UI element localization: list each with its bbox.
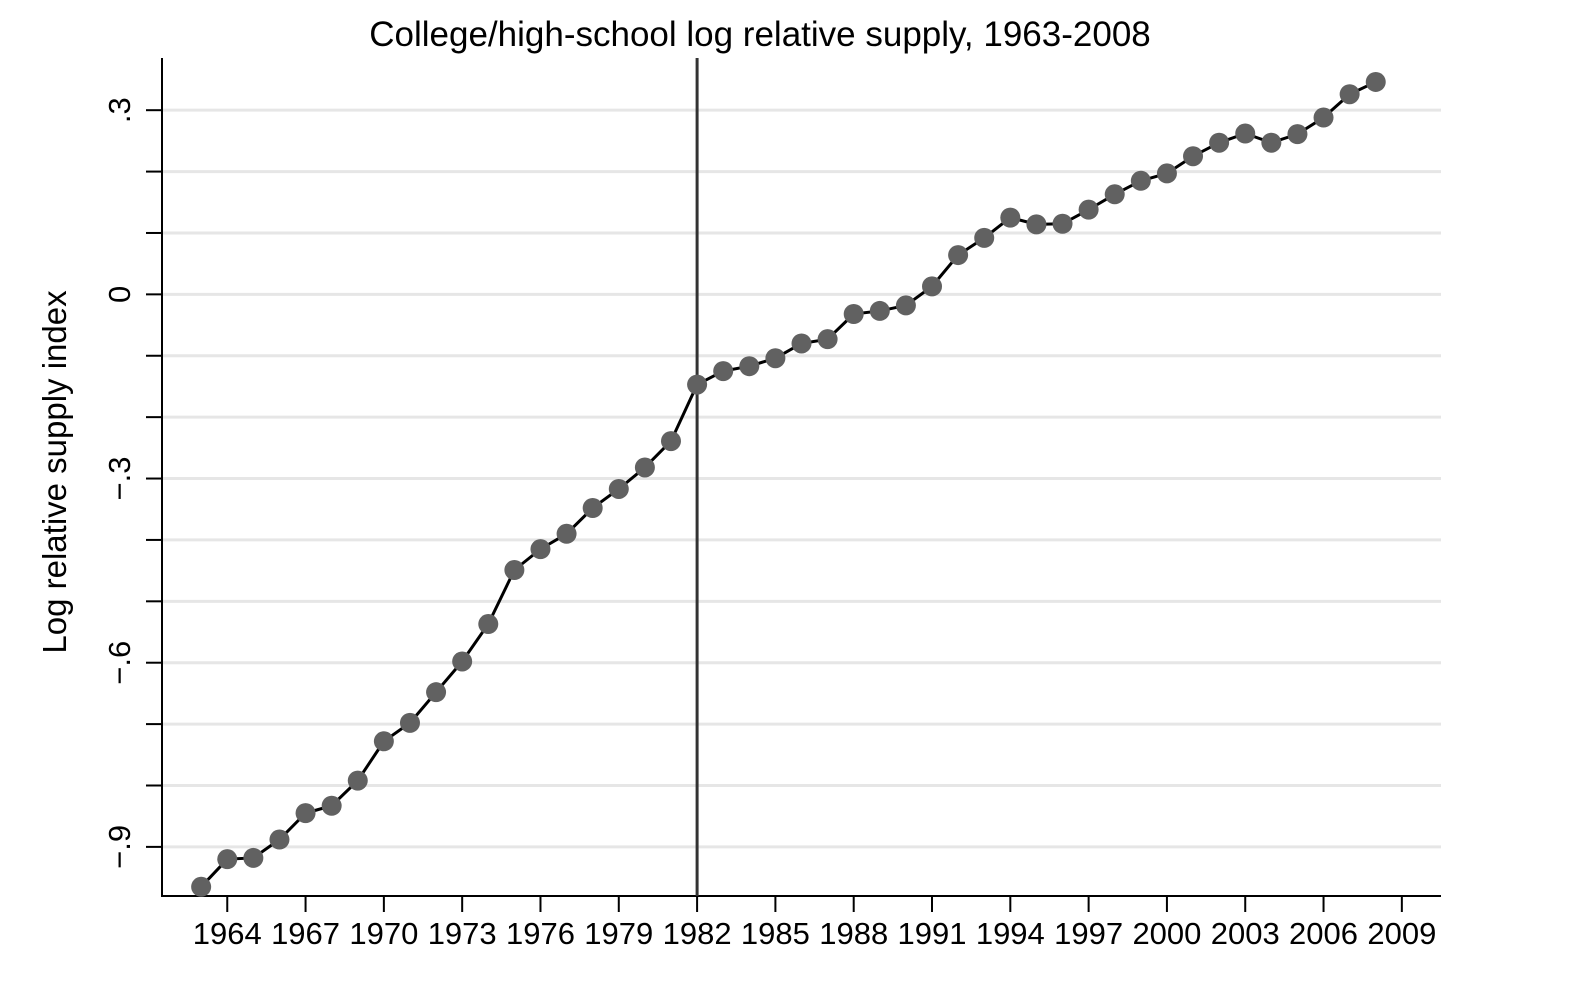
data-point <box>399 712 420 733</box>
data-point <box>1235 123 1256 144</box>
x-tick-label: 1967 <box>271 916 340 951</box>
y-tick-label: .3 <box>102 97 137 123</box>
data-point <box>1339 84 1360 105</box>
data-point <box>295 803 316 824</box>
y-tick-label: −.9 <box>102 825 137 869</box>
data-point <box>713 361 734 382</box>
data-point <box>1078 199 1099 220</box>
x-tick-label: 2006 <box>1289 916 1358 951</box>
series-layer <box>191 71 1386 897</box>
x-tick-label: 1970 <box>349 916 418 951</box>
data-point <box>426 682 447 703</box>
data-point <box>791 333 812 354</box>
data-point <box>1365 71 1386 92</box>
data-point <box>1026 214 1047 235</box>
x-tick-label: 2009 <box>1367 916 1436 951</box>
data-point <box>634 457 655 478</box>
data-point <box>530 539 551 560</box>
x-ticks: 1964 1967 1970 1973 1976 1979 1982 1985 1988 1991… <box>193 896 1436 951</box>
x-tick-label: 2000 <box>1132 916 1201 951</box>
y-tick-label: −.3 <box>102 457 137 501</box>
x-tick-label: 1964 <box>193 916 262 951</box>
data-point <box>660 431 681 452</box>
data-point <box>687 374 708 395</box>
data-point <box>191 876 212 897</box>
x-tick-label: 1988 <box>819 916 888 951</box>
data-point <box>1000 207 1021 228</box>
data-point <box>1183 146 1204 167</box>
x-tick-label: 1982 <box>663 916 732 951</box>
x-tick-label: 2003 <box>1211 916 1280 951</box>
y-tick-label: −.6 <box>102 641 137 685</box>
data-point <box>1261 132 1282 153</box>
x-tick-label: 1997 <box>1054 916 1123 951</box>
data-point <box>1313 107 1334 128</box>
x-tick-label: 1973 <box>428 916 497 951</box>
data-point <box>373 731 394 752</box>
series-line <box>200 80 1377 888</box>
y-ticks: −.9 −.6 −.3 0 .3 <box>102 97 162 869</box>
x-tick-label: 1979 <box>584 916 653 951</box>
gridlines <box>163 108 1441 849</box>
data-point <box>452 651 473 672</box>
data-point <box>608 478 629 499</box>
chart-title: College/high-school log relative supply,… <box>369 15 1151 54</box>
data-point <box>217 849 238 870</box>
data-point <box>243 847 264 868</box>
data-point <box>478 614 499 635</box>
y-axis-label: Log relative supply index <box>36 290 73 654</box>
data-point <box>869 300 890 321</box>
data-point <box>895 295 916 316</box>
data-point <box>922 276 943 297</box>
data-point <box>765 348 786 369</box>
data-point <box>347 770 368 791</box>
data-point <box>556 523 577 544</box>
data-point <box>817 329 838 350</box>
data-point <box>739 356 760 377</box>
axes <box>161 58 1441 897</box>
data-point <box>974 227 995 248</box>
x-tick-label: 1976 <box>506 916 575 951</box>
data-point <box>1209 132 1230 153</box>
data-point <box>269 829 290 850</box>
data-point <box>1156 163 1177 184</box>
data-point <box>321 795 342 816</box>
x-tick-label: 1994 <box>976 916 1045 951</box>
data-point <box>582 498 603 519</box>
x-tick-label: 1991 <box>898 916 967 951</box>
x-tick-label: 1985 <box>741 916 810 951</box>
data-point <box>504 560 525 581</box>
y-tick-label: 0 <box>102 286 137 303</box>
data-point <box>1287 124 1308 145</box>
data-point <box>948 245 969 266</box>
data-point <box>1104 184 1125 205</box>
data-point <box>843 304 864 325</box>
data-point <box>1130 170 1151 191</box>
data-point <box>1052 213 1073 234</box>
